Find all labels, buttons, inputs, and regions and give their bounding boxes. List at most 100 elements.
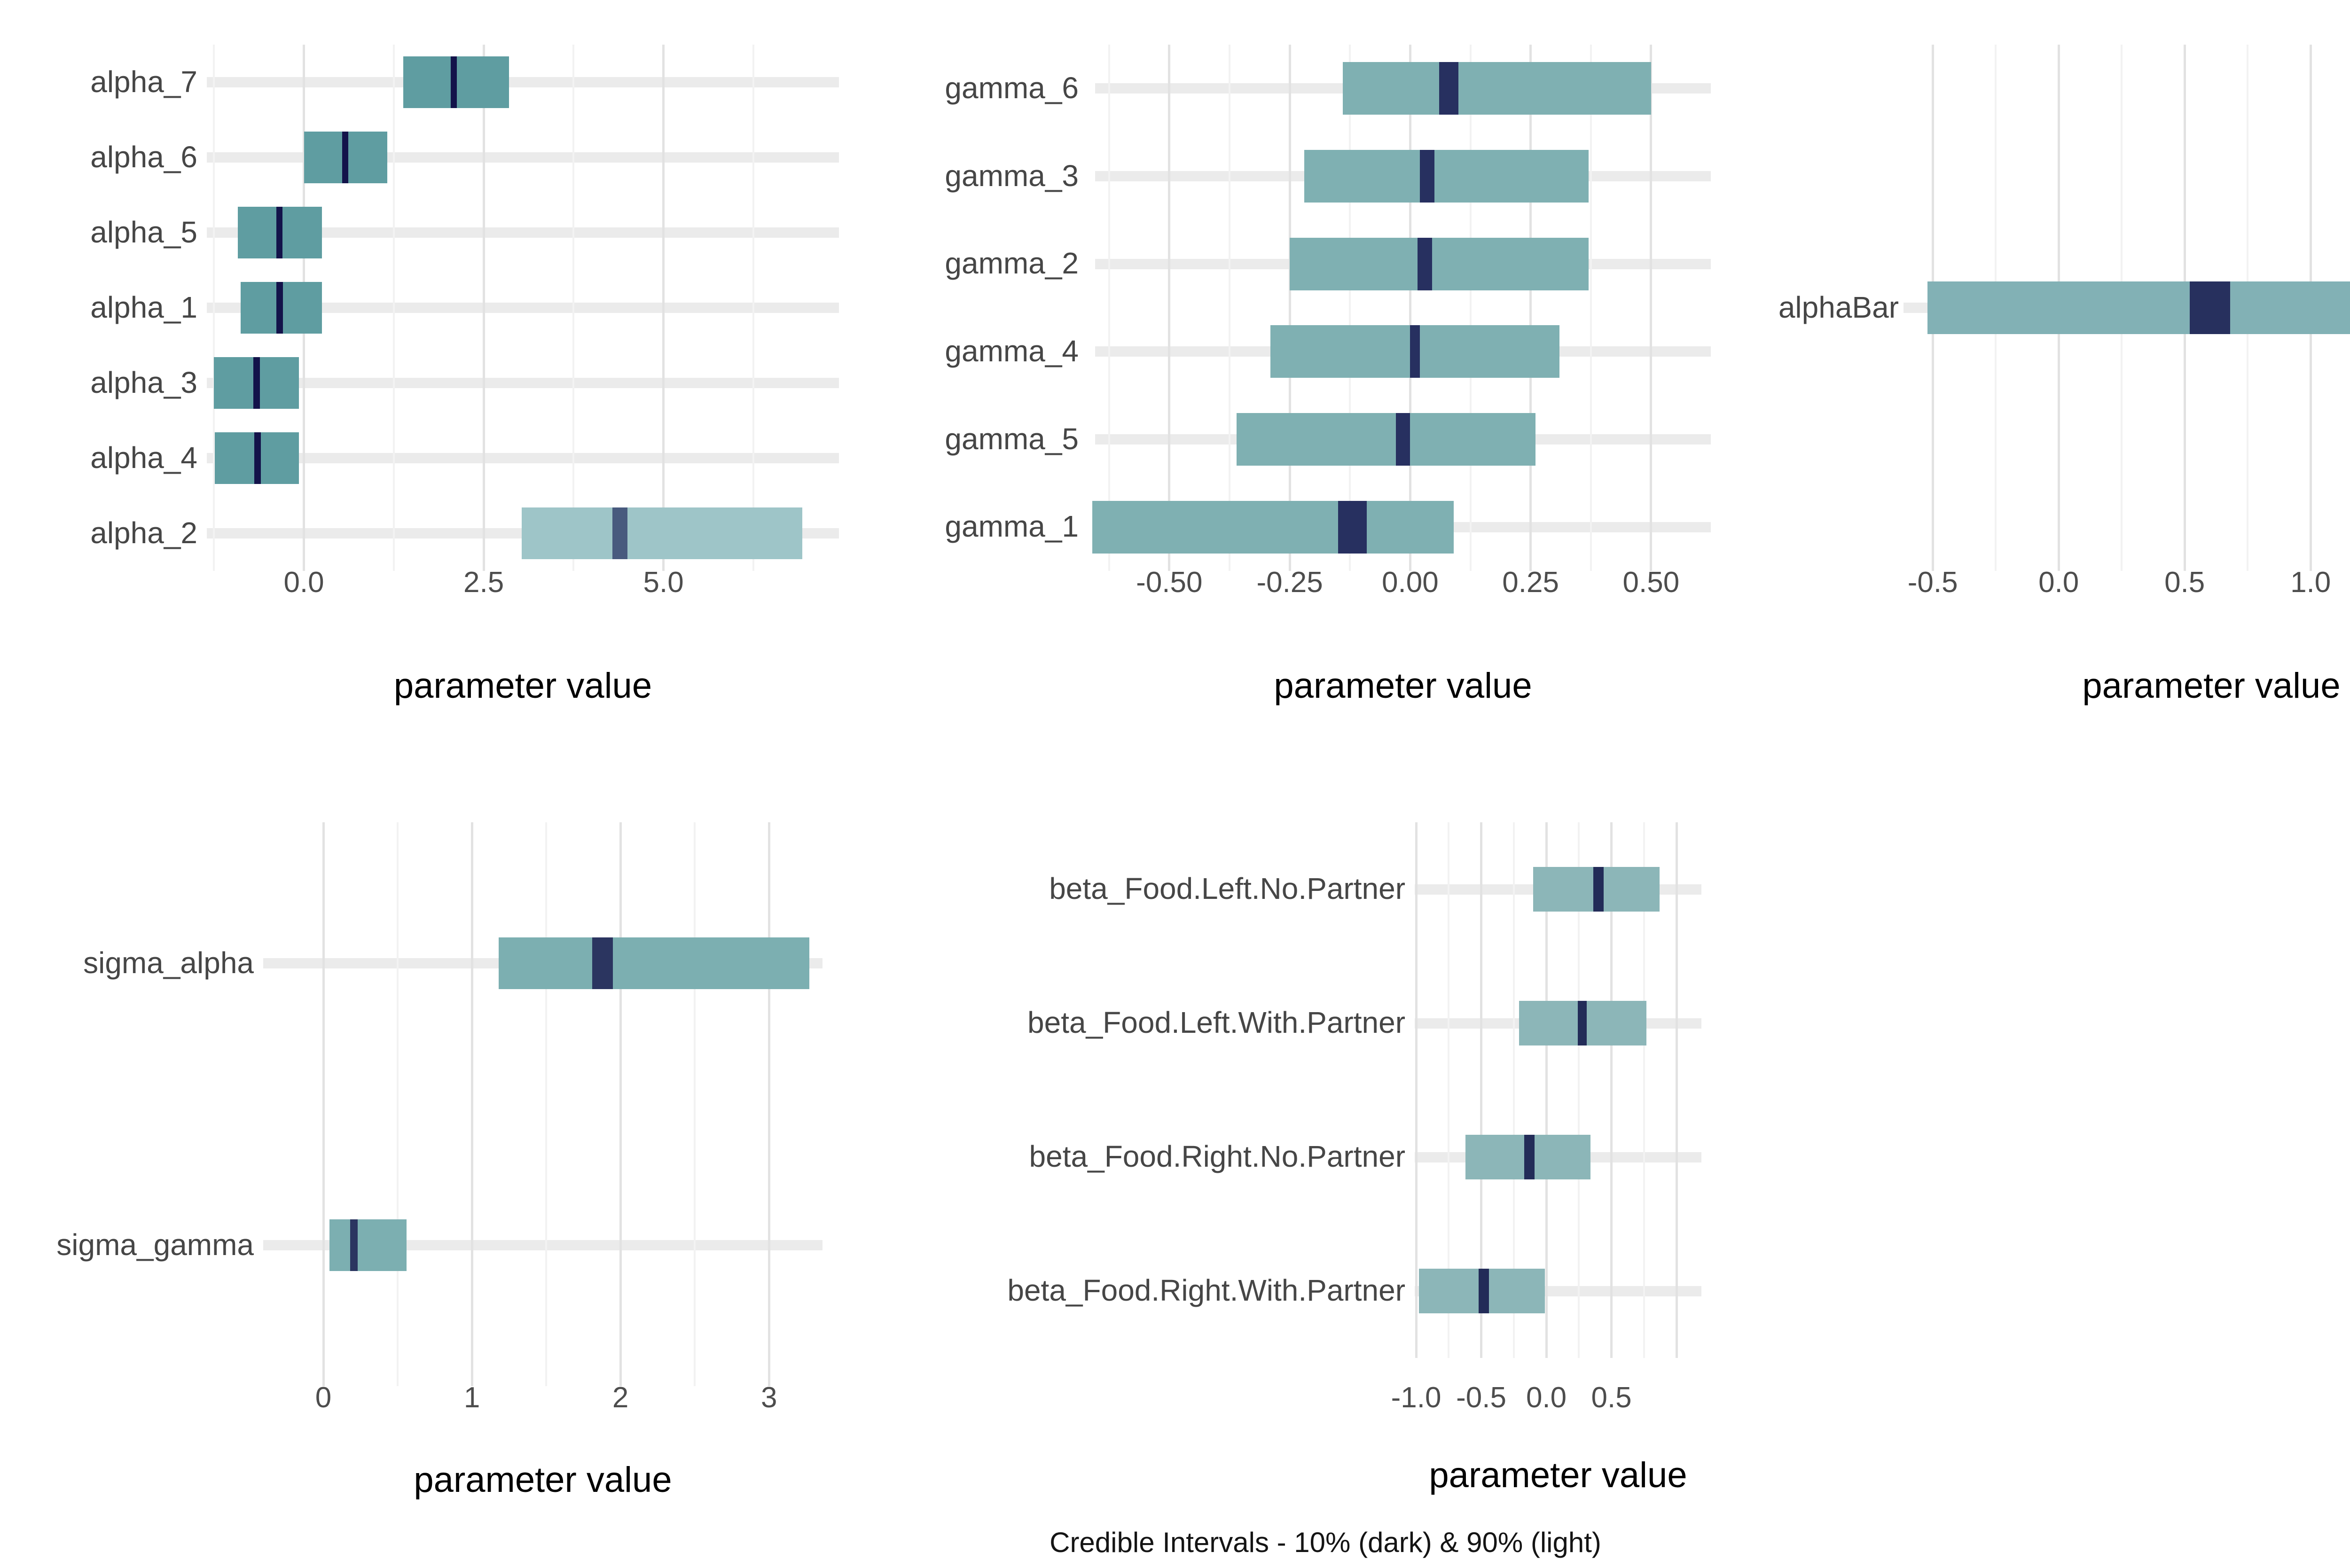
grid-minor [752, 45, 754, 571]
row-label: alpha_7 [90, 64, 197, 99]
interval-bar-10 [592, 937, 613, 989]
interval-bar-10 [1395, 413, 1410, 466]
row-label: alpha_6 [90, 140, 197, 174]
interval-bar-10 [1577, 1001, 1587, 1045]
row-label: beta_Food.Right.With.Partner [1007, 1273, 1405, 1308]
row-label: gamma_3 [945, 158, 1079, 193]
row-label: sigma_gamma [56, 1227, 254, 1262]
row-gridline [207, 453, 839, 463]
x-tick-label: 0.0 [1526, 1381, 1567, 1414]
row-label: alpha_4 [90, 440, 197, 475]
grid-minor [392, 45, 395, 571]
x-tick-label: -0.50 [1136, 566, 1203, 599]
grid-major [1675, 822, 1678, 1358]
x-tick-label: -0.5 [1907, 566, 1958, 599]
x-tick-label: 0.5 [2164, 566, 2205, 599]
x-tick-label: 0.50 [1622, 566, 1680, 599]
row-label: gamma_2 [945, 246, 1079, 281]
row-label: sigma_alpha [83, 945, 254, 980]
x-tick-label: -1.0 [1391, 1381, 1441, 1414]
interval-bar-10 [350, 1219, 358, 1271]
interval-bar-90 [329, 1219, 407, 1271]
grid-major [482, 45, 485, 571]
grid-minor [572, 45, 575, 571]
interval-bar-10 [1419, 150, 1434, 203]
interval-bar-10 [253, 357, 260, 409]
x-tick-label: 0.00 [1382, 566, 1439, 599]
grid-minor [694, 822, 696, 1386]
row-gridline [207, 378, 839, 388]
x-axis-label: parameter value [1274, 666, 1532, 706]
interval-bar-10 [276, 282, 283, 334]
interval-bar-10 [2189, 281, 2230, 334]
grid-major [1409, 45, 1411, 571]
grid-minor [1469, 45, 1472, 571]
grid-minor [1448, 822, 1450, 1358]
x-tick-label: 5.0 [643, 566, 684, 599]
row-label: alpha_2 [90, 515, 197, 550]
x-tick-label: 0.0 [283, 566, 324, 599]
grid-minor [397, 822, 399, 1386]
grid-major [1650, 45, 1653, 571]
interval-bar-90 [498, 937, 809, 989]
x-tick-label: 0.0 [2038, 566, 2079, 599]
interval-bar-10 [254, 432, 261, 484]
x-tick-label: -0.5 [1456, 1381, 1506, 1414]
grid-major [662, 45, 665, 571]
row-gridline [207, 77, 839, 87]
interval-bar-10 [1479, 1269, 1489, 1313]
grid-major [1529, 45, 1532, 571]
x-axis-label: parameter value [1429, 1455, 1687, 1495]
interval-bar-90 [1092, 500, 1454, 554]
grid-major [1168, 45, 1171, 571]
x-tick-label: 0.5 [1591, 1381, 1632, 1414]
interval-bar-90 [1342, 62, 1651, 115]
interval-bar-90 [522, 507, 802, 559]
x-axis-label: parameter value [393, 666, 652, 706]
grid-major [768, 822, 770, 1386]
x-tick-label: 1.0 [2290, 566, 2331, 599]
interval-bar-90 [1290, 237, 1589, 290]
grid-minor [213, 45, 215, 571]
interval-bar-90 [1237, 413, 1535, 466]
row-label: gamma_5 [945, 421, 1079, 456]
grid-minor [1643, 822, 1645, 1358]
row-label: beta_Food.Right.No.Partner [1029, 1139, 1405, 1174]
x-tick-label: 3 [760, 1381, 777, 1414]
grid-minor [1590, 45, 1592, 571]
interval-bar-10 [450, 56, 457, 108]
row-label: alpha_3 [90, 365, 197, 399]
interval-bar-10 [1524, 1135, 1535, 1179]
row-label: beta_Food.Left.No.Partner [1049, 872, 1405, 906]
row-gridline [207, 227, 839, 238]
x-tick-label: 0.25 [1502, 566, 1559, 599]
grid-major [470, 822, 473, 1386]
row-gridline [207, 303, 839, 313]
x-tick-label: -0.25 [1256, 566, 1323, 599]
grid-major [1545, 822, 1548, 1358]
x-tick-label: 1.5 [2342, 568, 2350, 597]
x-tick-label: 2.5 [463, 566, 504, 599]
grid-major [1288, 45, 1291, 571]
grid-major [619, 822, 622, 1386]
interval-bar-10 [1338, 500, 1367, 554]
row-label: beta_Food.Left.With.Partner [1027, 1006, 1405, 1040]
grid-minor [1349, 45, 1351, 571]
grid-major [1610, 822, 1613, 1358]
x-tick-label: 2 [612, 1381, 629, 1414]
row-label: gamma_4 [945, 334, 1079, 368]
interval-bar-90 [1304, 150, 1589, 203]
row-label: alphaBar [1778, 290, 1899, 324]
row-label: gamma_6 [945, 71, 1079, 105]
x-tick-label: 1 [463, 1381, 480, 1414]
row-label: alpha_5 [90, 215, 197, 249]
x-axis-label: parameter value [414, 1460, 672, 1500]
grid-major [1480, 822, 1483, 1358]
grid-minor [545, 822, 548, 1386]
grid-minor [1108, 45, 1110, 571]
row-label: alpha_1 [90, 290, 197, 324]
interval-bar-10 [1417, 237, 1432, 290]
interval-bar-10 [1410, 325, 1420, 378]
